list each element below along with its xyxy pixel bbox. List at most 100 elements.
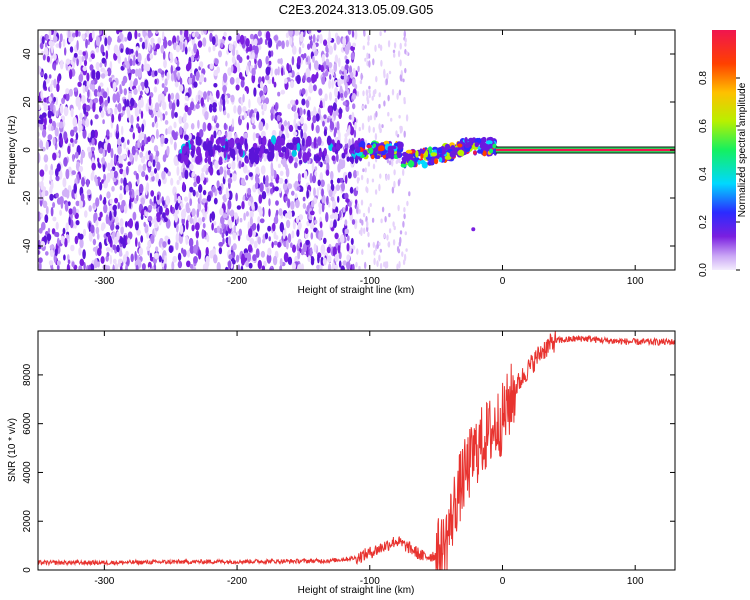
noise-speckle	[403, 207, 406, 213]
noise-speckle	[231, 118, 235, 128]
noise-speckle	[269, 267, 273, 270]
noise-speckle	[85, 118, 90, 128]
signal-blob	[420, 160, 426, 165]
noise-speckle	[161, 170, 166, 180]
snr-series	[38, 331, 675, 570]
noise-speckle	[347, 171, 352, 179]
signal-blob	[286, 142, 291, 149]
signal-blob	[301, 137, 305, 147]
noise-speckle	[273, 240, 278, 246]
noise-speckle	[343, 90, 348, 98]
noise-speckle	[288, 30, 293, 37]
noise-speckle	[378, 242, 381, 246]
noise-speckle	[328, 201, 331, 208]
noise-speckle	[79, 258, 85, 267]
noise-speckle	[245, 211, 249, 217]
noise-speckle	[80, 155, 83, 165]
noise-speckle	[82, 249, 86, 260]
noise-speckle	[235, 192, 238, 202]
x-tick-label: -300	[94, 576, 114, 587]
noise-speckle	[77, 81, 82, 88]
y-tick-label: 0	[22, 147, 33, 153]
x-tick-label: -100	[360, 576, 380, 587]
noise-speckle	[297, 124, 302, 131]
noise-speckle	[148, 266, 151, 270]
noise-speckle	[213, 69, 219, 77]
noise-speckle	[125, 47, 130, 55]
noise-speckle	[160, 44, 165, 54]
noise-speckle	[45, 34, 49, 40]
noise-speckle	[338, 57, 341, 68]
noise-speckle	[162, 200, 165, 207]
noise-speckle	[321, 202, 325, 213]
noise-speckle	[174, 213, 178, 223]
noise-speckle	[398, 115, 401, 119]
signal-blob	[396, 141, 403, 148]
noise-speckle	[399, 42, 402, 50]
noise-speckle	[263, 175, 266, 185]
noise-speckle	[40, 71, 44, 76]
noise-speckle	[63, 106, 69, 117]
noise-speckle	[174, 73, 177, 83]
y-tick-label: 6000	[22, 412, 33, 435]
noise-speckle	[167, 126, 172, 135]
noise-speckle	[70, 138, 74, 143]
noise-speckle	[123, 141, 127, 150]
noise-speckle	[339, 210, 342, 218]
noise-speckle	[112, 166, 116, 172]
noise-speckle	[358, 126, 361, 132]
noise-speckle	[309, 222, 315, 230]
noise-speckle	[386, 72, 389, 80]
noise-speckle	[189, 264, 194, 269]
noise-speckle	[237, 105, 242, 116]
noise-speckle	[154, 102, 160, 112]
signal-blob	[376, 155, 381, 159]
noise-speckle	[327, 39, 331, 49]
noise-speckle	[150, 190, 155, 197]
noise-speckle	[332, 246, 337, 257]
noise-speckle	[328, 79, 332, 89]
noise-speckle	[364, 139, 368, 147]
noise-speckle	[153, 86, 158, 93]
signal-blob	[331, 146, 336, 153]
signal-blob	[270, 143, 275, 154]
noise-speckle	[119, 84, 122, 93]
noise-speckle	[260, 165, 266, 175]
noise-speckle	[103, 203, 108, 214]
noise-speckle	[234, 212, 238, 220]
noise-speckle	[235, 49, 239, 56]
noise-speckle	[294, 157, 298, 163]
noise-speckle	[381, 124, 384, 129]
noise-speckle	[286, 219, 291, 229]
noise-speckle	[349, 71, 354, 79]
noise-speckle	[66, 263, 70, 270]
noise-speckle	[297, 250, 301, 260]
noise-speckle	[103, 180, 108, 189]
noise-speckle	[54, 127, 59, 137]
noise-speckle	[334, 254, 339, 262]
noise-speckle	[121, 125, 124, 136]
noise-speckle	[321, 188, 324, 197]
noise-speckle	[227, 163, 232, 168]
noise-speckle	[371, 178, 375, 183]
noise-speckle	[325, 58, 330, 66]
noise-speckle	[91, 69, 96, 80]
noise-speckle	[128, 73, 132, 81]
noise-speckle	[160, 134, 165, 145]
noise-speckle	[183, 134, 189, 140]
noise-speckle	[163, 217, 168, 223]
noise-speckle	[153, 51, 157, 56]
noise-speckle	[302, 243, 307, 253]
noise-speckle	[317, 179, 321, 187]
noise-speckle	[177, 260, 183, 269]
noise-speckle	[302, 75, 306, 82]
noise-speckle	[314, 166, 318, 171]
noise-speckle	[287, 210, 293, 220]
noise-speckle	[296, 74, 301, 85]
noise-speckle	[396, 245, 400, 253]
noise-speckle	[59, 59, 64, 70]
noise-speckle	[257, 30, 262, 37]
noise-speckle	[374, 44, 377, 53]
noise-speckle	[337, 244, 341, 254]
noise-speckle	[297, 173, 301, 182]
